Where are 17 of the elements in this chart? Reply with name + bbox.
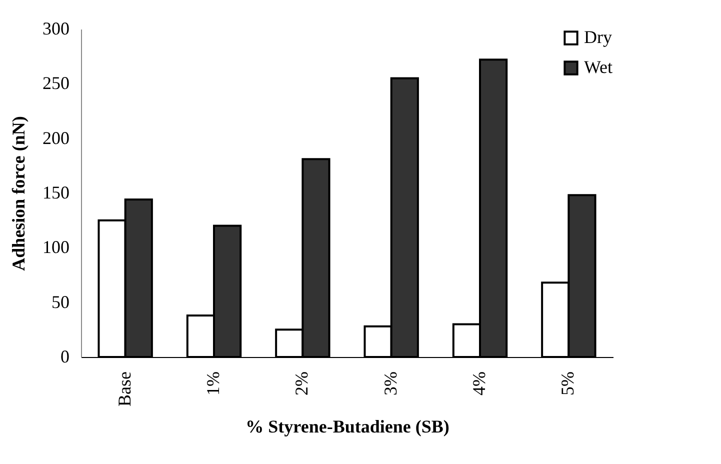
legend-label: Wet xyxy=(584,57,613,77)
x-tick-label: 3% xyxy=(380,372,400,396)
x-tick-label: Base xyxy=(114,372,134,406)
legend-label: Dry xyxy=(584,27,612,47)
y-axis-title: Adhesion force (nN) xyxy=(8,116,28,271)
y-tick-label: 0 xyxy=(60,346,70,366)
y-tick-label: 50 xyxy=(52,292,70,312)
x-tick-label: 2% xyxy=(292,372,312,396)
x-tick-label: 4% xyxy=(469,372,489,396)
y-tick-label: 200 xyxy=(42,128,70,148)
y-tick-label: 100 xyxy=(42,237,70,258)
y-tick-label: 250 xyxy=(42,73,70,94)
y-tick-label: 300 xyxy=(42,18,70,38)
y-tick-label: 150 xyxy=(42,182,70,202)
x-tick-label: 1% xyxy=(203,372,223,396)
x-axis-title: % Styrene-Butadiene (SB) xyxy=(246,416,450,436)
x-tick-label: 5% xyxy=(558,372,578,396)
